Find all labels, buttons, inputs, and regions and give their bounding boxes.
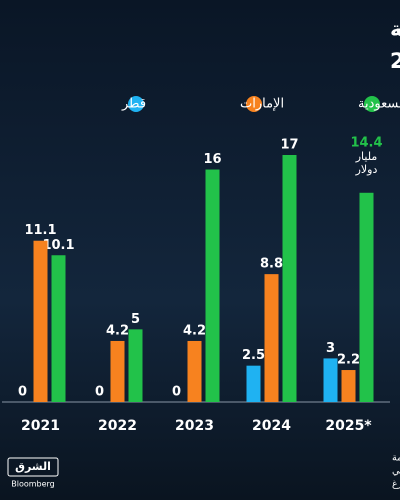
legend-label: قطر [121, 97, 146, 112]
value-label: 2.2 [337, 353, 360, 368]
value-label: 3 [326, 341, 335, 356]
value-label: 17 [280, 138, 298, 153]
bar [323, 358, 338, 402]
legend-label: الإمارات [240, 97, 284, 112]
legend-marker [364, 96, 380, 112]
value-label: 2.5 [242, 348, 265, 363]
value-label: 14.4 [350, 135, 382, 150]
bar [110, 340, 125, 402]
bar [359, 192, 374, 402]
note: بالدولار واليورو والجنيه الإسترليني والي… [392, 466, 400, 477]
value-label: 8.8 [260, 257, 283, 272]
annotation: مليار [355, 150, 378, 163]
legend-marker [246, 96, 262, 112]
logo-frame [7, 457, 59, 477]
bar [264, 274, 279, 402]
bar [33, 240, 48, 402]
logo-partner: Bloomberg [11, 480, 55, 489]
bar [341, 370, 356, 402]
x-tick-label: 2025* [325, 418, 372, 434]
legend-marker [128, 96, 144, 112]
annotation: دولار [355, 163, 378, 176]
note: المصدر: بيانات بلومبرغ [392, 479, 400, 490]
bar [282, 155, 297, 402]
chart-title: السعودية أكبر مصدر للسندات السيادية [390, 14, 400, 41]
value-label: 4.2 [183, 323, 206, 338]
value-label: 0 [18, 385, 27, 400]
logo-brand: الشرق [15, 460, 51, 473]
x-tick-label: 2023 [175, 418, 214, 434]
value-label: 10.1 [42, 238, 74, 253]
value-label: 5 [131, 312, 140, 327]
bar [246, 365, 261, 402]
bar [205, 169, 220, 402]
value-label: 4.2 [106, 323, 129, 338]
legend-label: السعودية [358, 97, 400, 112]
value-label: 11.1 [24, 223, 56, 238]
x-tick-label: 2024 [252, 418, 291, 434]
bar [51, 255, 66, 402]
x-tick-label: 2022 [98, 418, 137, 434]
x-tick-label: 2021 [21, 418, 60, 434]
bar [187, 340, 202, 402]
value-label: 16 [203, 152, 221, 167]
value-label: 0 [95, 385, 104, 400]
note: ملاحظة: البيانات حتى بداية يونيو 2025 وت… [392, 453, 400, 464]
chart-title: في الأسواق الناشئة خلال 2025 [390, 47, 400, 73]
value-label: 0 [172, 385, 181, 400]
bar [128, 329, 143, 402]
